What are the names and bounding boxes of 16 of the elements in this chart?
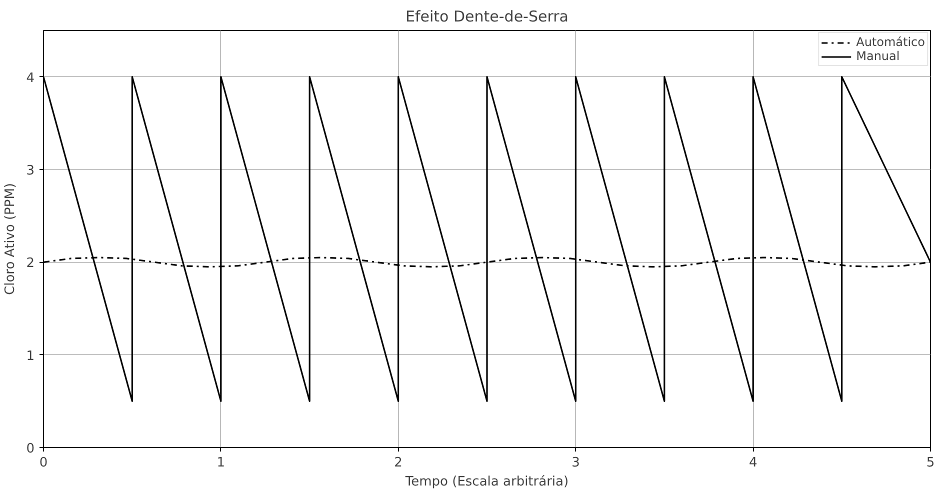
legend-label: Automático [856,35,925,49]
x-tick-label: 0 [39,456,48,470]
y-tick-label: 3 [26,164,35,178]
y-tick-label: 2 [26,256,35,272]
y-axis-title: Cloro Ativo (PPM) [3,183,18,295]
x-tick-label: 5 [926,456,935,470]
y-tick-label: 1 [26,348,35,364]
x-tick-label: 1 [216,456,226,470]
x-tick-label: 3 [572,456,580,470]
y-tick-label: 4 [26,70,35,86]
x-tick-label: 2 [394,456,402,470]
x-tick-label: 4 [748,456,758,470]
chart-title: Efeito Dente-de-Serra [406,8,568,26]
x-axis-title: Tempo (Escala arbitrária) [404,474,569,490]
legend-label: Manual [856,49,900,63]
y-tick-label: 0 [26,442,35,456]
